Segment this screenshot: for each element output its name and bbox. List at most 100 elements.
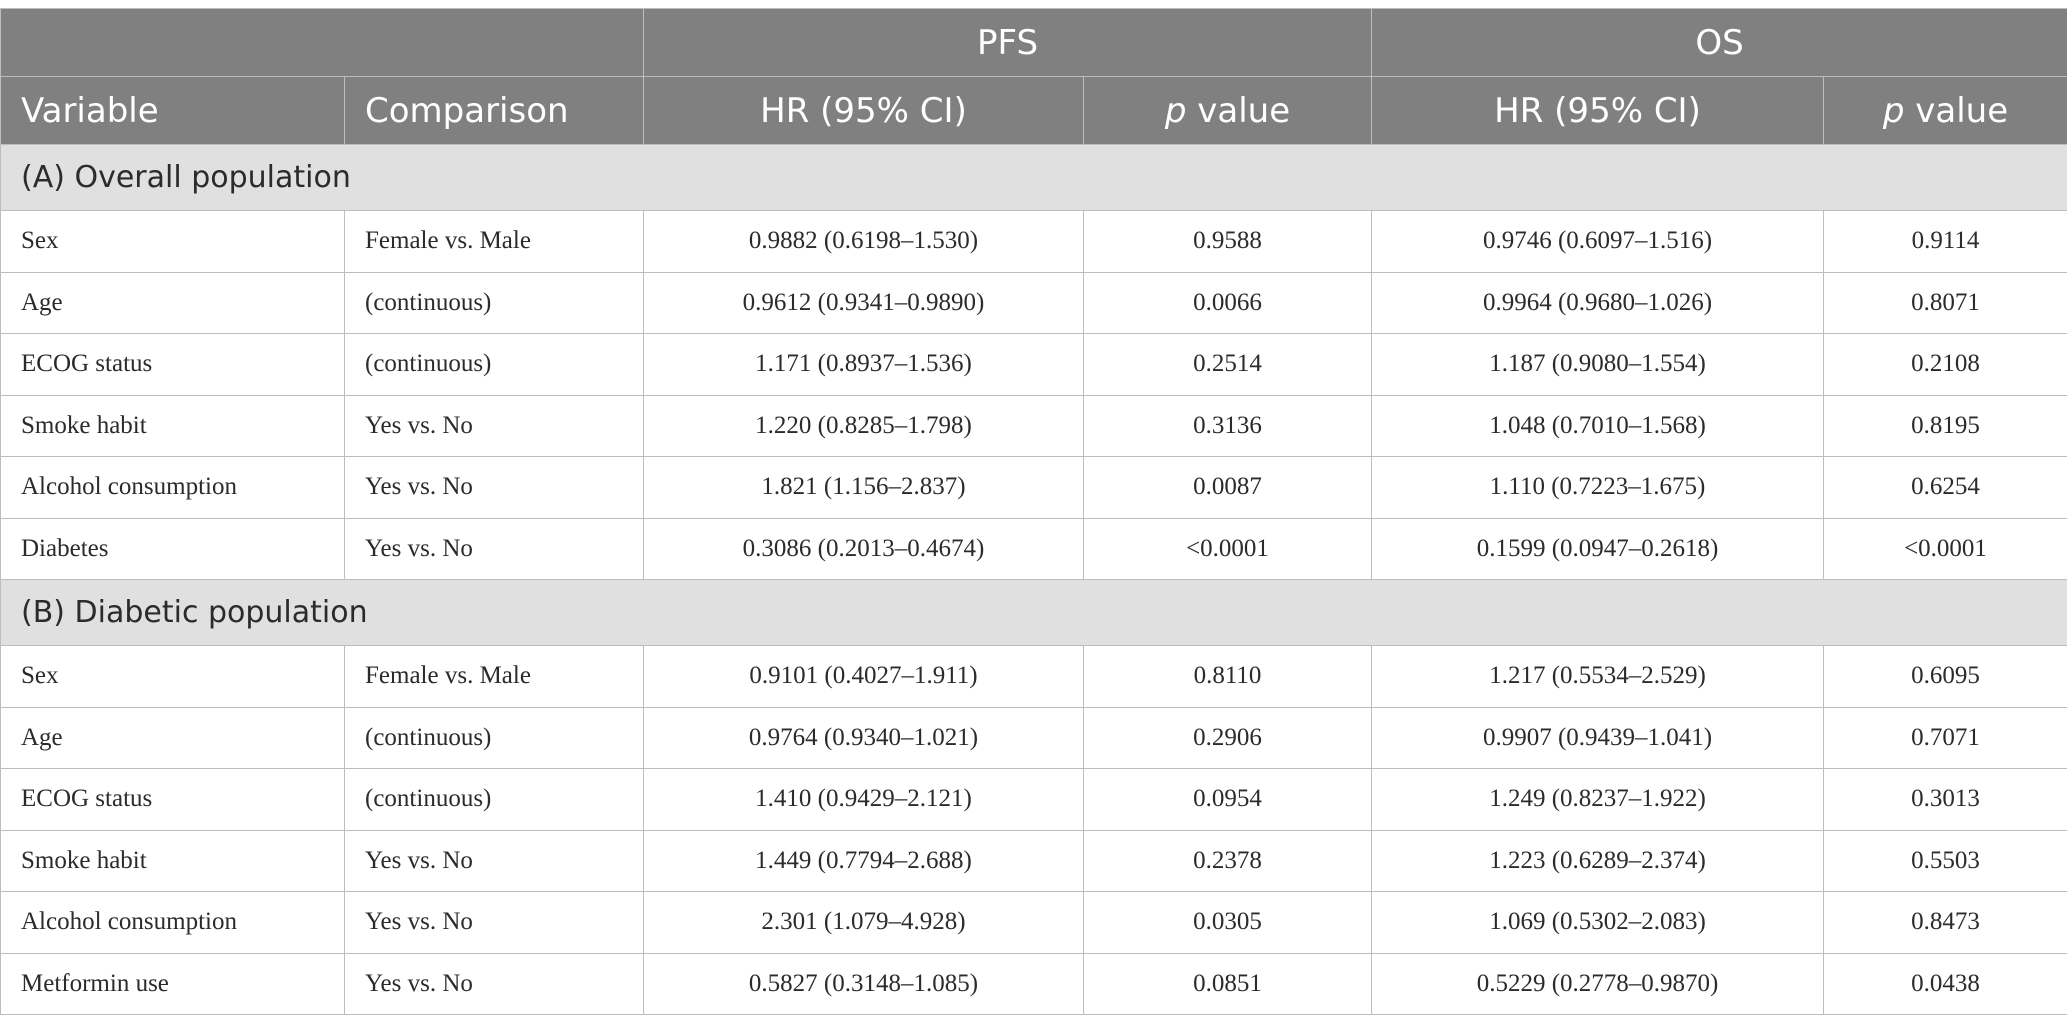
cell-variable: Alcohol consumption	[0, 891, 345, 954]
p-value-word: value	[1904, 90, 2009, 131]
table-row: Age (continuous) 0.9764 (0.9340–1.021) 0.29…	[0, 706, 2067, 769]
cell-comparison: Yes vs. No	[344, 891, 644, 954]
cell-pfs-p: <0.0001	[1082, 517, 1373, 580]
cell-pfs-p: 0.0305	[1082, 891, 1373, 954]
cell-os-p: 0.8195	[1823, 394, 2067, 457]
table-row: Diabetes Yes vs. No 0.3086 (0.2013–0.4674)…	[0, 517, 2067, 580]
table-row: Metformin use Yes vs. No 0.5827 (0.3148–1.…	[0, 952, 2067, 1015]
cell-pfs-hr: 0.9764 (0.9340–1.021)	[643, 706, 1084, 769]
table-row: Smoke habit Yes vs. No 1.220 (0.8285–1.798…	[0, 394, 2067, 457]
table-container: PFS OS Variable Comparison HR (95% CI) p…	[0, 8, 2067, 1015]
cell-os-p: 0.7071	[1823, 706, 2067, 769]
cell-os-p: 0.0438	[1823, 952, 2067, 1015]
col-header-os-hr: HR (95% CI)	[1371, 76, 1825, 145]
col-header-pfs-hr: HR (95% CI)	[643, 76, 1084, 145]
cell-os-hr: 0.9964 (0.9680–1.026)	[1371, 271, 1825, 334]
cell-pfs-hr: 0.9101 (0.4027–1.911)	[643, 645, 1084, 708]
cell-comparison: Yes vs. No	[344, 829, 644, 892]
cell-variable: Sex	[0, 645, 345, 708]
cell-os-hr: 1.217 (0.5534–2.529)	[1371, 645, 1825, 708]
cell-os-hr: 1.069 (0.5302–2.083)	[1371, 891, 1825, 954]
col-header-pfs-p: p value	[1082, 76, 1373, 145]
cell-variable: Age	[0, 706, 345, 769]
col-header-variable: Variable	[0, 76, 345, 145]
cell-pfs-hr: 1.821 (1.156–2.837)	[643, 456, 1084, 519]
cell-variable: Sex	[0, 210, 345, 273]
cell-pfs-p: 0.9588	[1082, 210, 1373, 273]
cell-pfs-hr: 0.5827 (0.3148–1.085)	[643, 952, 1084, 1015]
cell-os-p: <0.0001	[1823, 517, 2067, 580]
section-title: (B) Diabetic population	[0, 579, 2067, 646]
cell-pfs-p: 0.8110	[1082, 645, 1373, 708]
cell-pfs-p: 0.3136	[1082, 394, 1373, 457]
section-header-row: (B) Diabetic population	[0, 579, 2067, 646]
table-row: Age (continuous) 0.9612 (0.9341–0.9890) 0.0…	[0, 271, 2067, 334]
section-header-row: (A) Overall population	[0, 144, 2067, 211]
cell-os-p: 0.3013	[1823, 768, 2067, 831]
cell-os-hr: 0.9907 (0.9439–1.041)	[1371, 706, 1825, 769]
cell-comparison: Yes vs. No	[344, 456, 644, 519]
table-row: ECOG status (continuous) 1.410 (0.9429–2.1…	[0, 768, 2067, 831]
cell-comparison: Yes vs. No	[344, 517, 644, 580]
cell-pfs-hr: 0.9612 (0.9341–0.9890)	[643, 271, 1084, 334]
group-header-os: OS	[1371, 8, 2067, 77]
cell-pfs-hr: 0.3086 (0.2013–0.4674)	[643, 517, 1084, 580]
table-row: Alcohol consumption Yes vs. No 1.821 (1.15…	[0, 456, 2067, 519]
cell-comparison: (continuous)	[344, 768, 644, 831]
table-row: Sex Female vs. Male 0.9101 (0.4027–1.911) 0…	[0, 645, 2067, 708]
table-row: Alcohol consumption Yes vs. No 2.301 (1.07…	[0, 891, 2067, 954]
cell-os-hr: 1.187 (0.9080–1.554)	[1371, 333, 1825, 396]
cell-comparison: Female vs. Male	[344, 210, 644, 273]
cell-variable: Alcohol consumption	[0, 456, 345, 519]
group-header-pfs: PFS	[642, 8, 1373, 77]
col-header-os-p: p value	[1823, 76, 2067, 145]
cell-variable: ECOG status	[0, 768, 345, 831]
cell-variable: Metformin use	[0, 952, 345, 1015]
cell-os-hr: 0.5229 (0.2778–0.9870)	[1371, 952, 1825, 1015]
cell-os-p: 0.6254	[1823, 456, 2067, 519]
cell-os-p: 0.2108	[1823, 333, 2067, 396]
cell-pfs-hr: 2.301 (1.079–4.928)	[643, 891, 1084, 954]
cell-comparison: (continuous)	[344, 706, 644, 769]
cell-pfs-p: 0.2906	[1082, 706, 1373, 769]
hazard-ratio-table: PFS OS Variable Comparison HR (95% CI) p…	[0, 8, 2067, 1015]
cell-os-hr: 1.249 (0.8237–1.922)	[1371, 768, 1825, 831]
cell-pfs-hr: 1.220 (0.8285–1.798)	[643, 394, 1084, 457]
cell-pfs-hr: 1.449 (0.7794–2.688)	[643, 829, 1084, 892]
p-symbol: p	[1882, 90, 1905, 131]
cell-variable: Smoke habit	[0, 829, 345, 892]
cell-comparison: Female vs. Male	[344, 645, 644, 708]
p-value-word: value	[1186, 90, 1291, 131]
cell-pfs-p: 0.2514	[1082, 333, 1373, 396]
col-header-comparison: Comparison	[344, 76, 644, 145]
cell-pfs-hr: 0.9882 (0.6198–1.530)	[643, 210, 1084, 273]
cell-pfs-p: 0.0851	[1082, 952, 1373, 1015]
cell-comparison: (continuous)	[344, 333, 644, 396]
cell-pfs-p: 0.0087	[1082, 456, 1373, 519]
cell-os-hr: 1.110 (0.7223–1.675)	[1371, 456, 1825, 519]
cell-os-p: 0.8473	[1823, 891, 2067, 954]
column-header-row: Variable Comparison HR (95% CI) p value …	[0, 76, 2067, 145]
cell-pfs-p: 0.0954	[1082, 768, 1373, 831]
cell-variable: ECOG status	[0, 333, 345, 396]
cell-pfs-p: 0.2378	[1082, 829, 1373, 892]
table-body: (A) Overall population Sex Female vs. Male…	[0, 144, 2067, 1015]
cell-os-p: 0.9114	[1823, 210, 2067, 273]
cell-variable: Age	[0, 271, 345, 334]
group-header-row: PFS OS	[0, 8, 2067, 77]
table-row: ECOG status (continuous) 1.171 (0.8937–1.5…	[0, 333, 2067, 396]
cell-os-p: 0.6095	[1823, 645, 2067, 708]
cell-variable: Diabetes	[0, 517, 345, 580]
cell-os-hr: 0.1599 (0.0947–0.2618)	[1371, 517, 1825, 580]
cell-os-p: 0.8071	[1823, 271, 2067, 334]
cell-pfs-hr: 1.171 (0.8937–1.536)	[643, 333, 1084, 396]
cell-os-hr: 0.9746 (0.6097–1.516)	[1371, 210, 1825, 273]
header-blank-cell	[0, 8, 644, 77]
cell-comparison: Yes vs. No	[344, 952, 644, 1015]
cell-os-hr: 1.048 (0.7010–1.568)	[1371, 394, 1825, 457]
table-row: Sex Female vs. Male 0.9882 (0.6198–1.530) 0…	[0, 210, 2067, 273]
cell-comparison: (continuous)	[344, 271, 644, 334]
cell-pfs-hr: 1.410 (0.9429–2.121)	[643, 768, 1084, 831]
cell-os-hr: 1.223 (0.6289–2.374)	[1371, 829, 1825, 892]
cell-os-p: 0.5503	[1823, 829, 2067, 892]
